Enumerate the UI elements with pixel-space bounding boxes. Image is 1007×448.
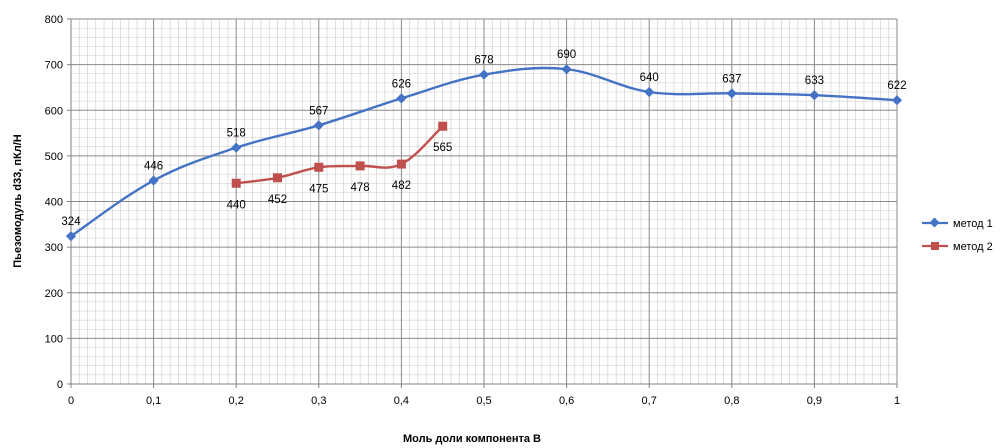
data-label: 690 [557, 49, 576, 61]
data-label: 567 [309, 105, 328, 117]
legend-label-series-2: метод 2 [953, 241, 993, 253]
legend-marker-square [931, 242, 939, 250]
y-axis-title: Пьезомодуль d33, пКл/Н [12, 134, 24, 267]
y-tick-label: 500 [45, 151, 63, 163]
legend-marker-diamond [929, 217, 940, 228]
y-tick-label: 100 [45, 333, 63, 345]
y-tick-label: 800 [45, 14, 63, 26]
data-label: 633 [805, 75, 824, 87]
data-label: 565 [433, 142, 452, 154]
data-point-square [438, 121, 448, 131]
x-tick-label: 0,9 [807, 395, 822, 407]
data-label: 637 [722, 73, 741, 85]
y-tick-label: 700 [45, 60, 63, 72]
data-label: 452 [268, 194, 287, 206]
data-point-square [355, 161, 365, 171]
x-tick-label: 0,1 [146, 395, 161, 407]
data-label: 626 [392, 78, 411, 90]
data-point-square [231, 178, 241, 188]
x-tick-label: 1 [894, 395, 900, 407]
x-tick-label: 0,7 [642, 395, 657, 407]
data-label: 446 [144, 161, 163, 173]
x-tick-label: 0,6 [559, 395, 574, 407]
data-point-square [273, 173, 282, 183]
data-label: 324 [61, 216, 81, 228]
legend-item-series-1: метод 1 [922, 217, 993, 230]
data-label: 440 [227, 199, 246, 211]
legend-item-series-2: метод 2 [922, 241, 993, 253]
data-label: 478 [351, 182, 370, 194]
chart-data-labels: 324 446 518 567 626 678 690 640 637 633 622 440 452 4… [61, 49, 906, 228]
y-tick-label: 0 [57, 379, 63, 391]
y-tick-label: 200 [45, 288, 63, 300]
data-point-square [396, 159, 406, 169]
chart-ticks: 0 100 200 300 400 500 600 700 800 0 0,1 0,2 0,3 0,4 0,… [45, 14, 900, 407]
data-label: 640 [640, 72, 659, 84]
data-label: 518 [227, 128, 246, 140]
x-tick-label: 0,8 [724, 395, 739, 407]
y-tick-label: 400 [45, 197, 63, 209]
data-point-diamond [644, 86, 655, 98]
data-point-square [314, 162, 324, 172]
data-label: 482 [392, 180, 411, 192]
data-label: 678 [474, 55, 493, 67]
legend-label-series-1: метод 1 [953, 218, 993, 230]
x-tick-label: 0,4 [394, 395, 409, 407]
x-axis-title: Моль доли компонента B [403, 433, 541, 445]
data-label: 622 [887, 80, 906, 92]
chart-grid [70, 18, 898, 385]
y-tick-label: 600 [45, 105, 63, 117]
x-tick-label: 0 [68, 395, 74, 407]
legend: метод 1 метод 2 [922, 217, 993, 253]
x-tick-label: 0,3 [311, 395, 326, 407]
data-point-diamond [65, 231, 77, 242]
x-tick-label: 0,2 [229, 395, 244, 407]
y-tick-label: 300 [45, 242, 63, 254]
data-point-diamond [809, 90, 820, 101]
x-tick-label: 0,5 [476, 395, 491, 407]
data-point-diamond [313, 120, 324, 131]
data-label: 475 [309, 183, 328, 195]
